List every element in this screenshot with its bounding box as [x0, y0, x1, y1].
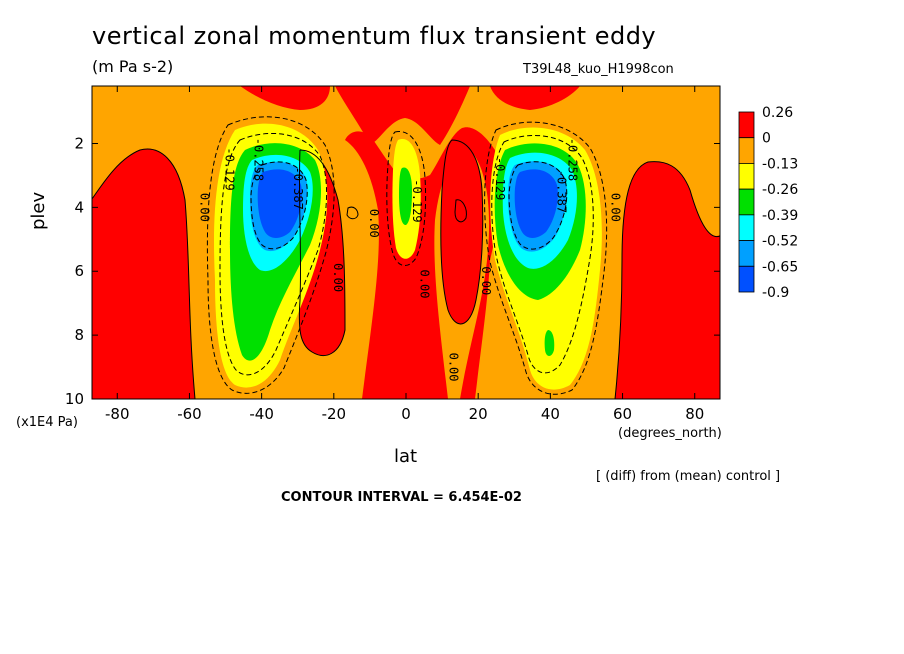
x-tick-label: 80 — [685, 405, 704, 423]
x-tick-label: -80 — [105, 405, 130, 423]
contour-label: -0.387 — [291, 167, 305, 210]
y-tick-label: 4 — [74, 198, 84, 216]
x-tick-label: 40 — [541, 405, 560, 423]
contour-label: 0.00 — [479, 266, 493, 295]
colorbar: 0.26 0 -0.13 -0.26 -0.39 -0.52 -0.65 -0.9 — [739, 105, 798, 301]
colorbar-level-label: -0.52 — [762, 234, 798, 250]
y-tick-label: 6 — [74, 262, 84, 280]
positive-region-sh-high-lat — [92, 149, 195, 399]
colorbar-swatch — [739, 215, 754, 241]
colorbar-swatch — [739, 163, 754, 189]
colorbar-swatch — [739, 112, 754, 138]
colorbar-level-label: 0.26 — [762, 105, 793, 121]
contour-label: 0.00 — [197, 193, 211, 222]
y-tick-label: 10 — [65, 390, 84, 408]
colorbar-level-label: 0 — [762, 131, 771, 147]
contour-label: 0.00 — [367, 209, 381, 238]
contour-label: 0.00 — [609, 193, 623, 222]
x-tick-label: 60 — [613, 405, 632, 423]
contour-label: 0.00 — [446, 353, 460, 382]
contour-label: -0.387 — [555, 170, 569, 213]
colorbar-swatch — [739, 189, 754, 215]
contour-label: 0.00 — [331, 263, 345, 292]
colorbar-level-label: -0.26 — [762, 182, 798, 198]
colorbar-swatch — [739, 138, 754, 164]
filled-contours — [92, 86, 720, 399]
colorbar-swatch — [739, 241, 754, 267]
contour-label: -0.129 — [410, 179, 424, 222]
colorbar-level-label: -0.65 — [762, 259, 798, 275]
x-tick-label: 0 — [401, 405, 411, 423]
colorbar-level-label: -0.39 — [762, 208, 798, 224]
x-tick-label: 20 — [469, 405, 488, 423]
y-tick-label: 8 — [74, 326, 84, 344]
contour-label: -0.129 — [493, 157, 507, 200]
x-tick-label: -40 — [249, 405, 274, 423]
colorbar-level-label: -0.9 — [762, 285, 789, 301]
y-tick-label: 2 — [74, 134, 84, 152]
contour-label: -0.129 — [223, 147, 237, 190]
colorbar-level-label: -0.13 — [762, 156, 798, 172]
contour-label: 0.00 — [417, 270, 431, 299]
x-tick-label: -20 — [322, 405, 347, 423]
x-tick-label: -60 — [177, 405, 202, 423]
contour-label: -0.258 — [251, 138, 265, 181]
colorbar-swatch — [739, 266, 754, 292]
